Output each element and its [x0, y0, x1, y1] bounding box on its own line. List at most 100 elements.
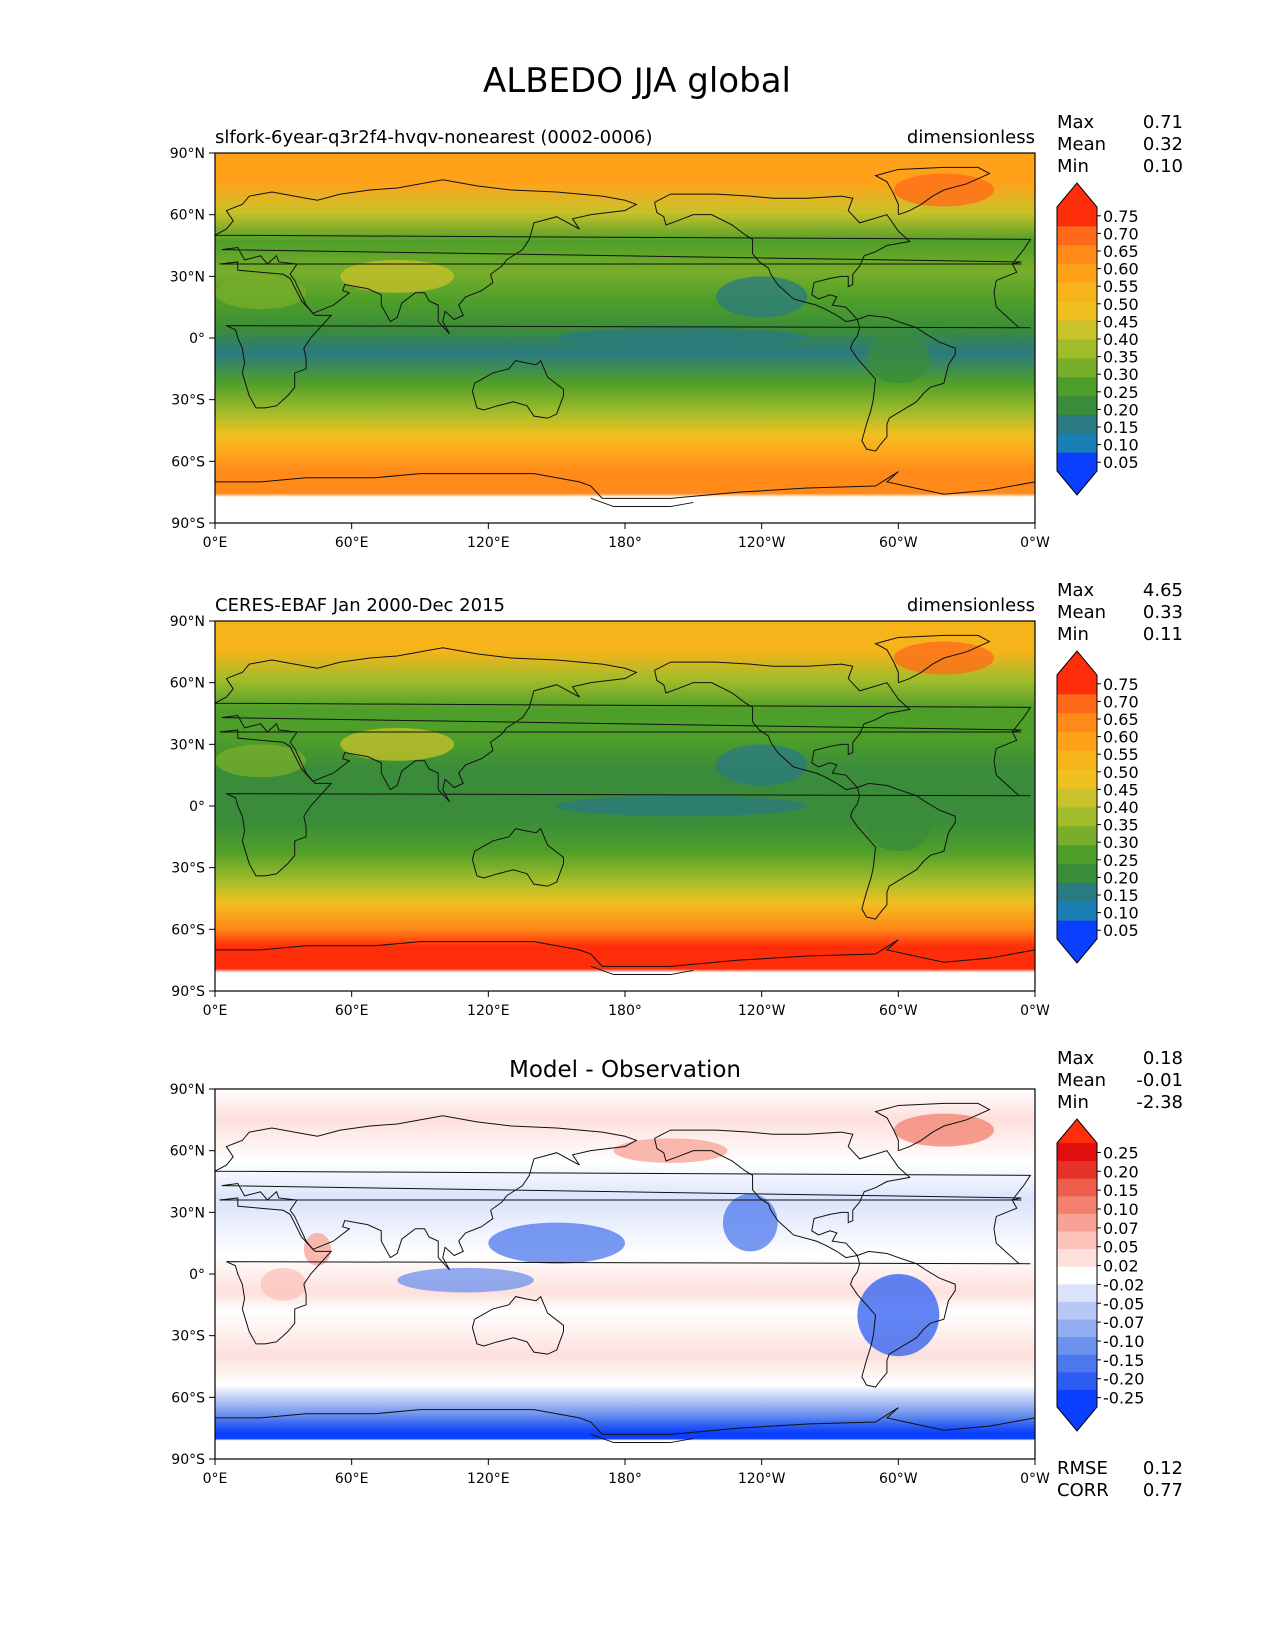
- x-tick-label: 120°W: [738, 1471, 786, 1487]
- x-tick-label: 120°W: [738, 1003, 786, 1019]
- y-tick-label: 60°S: [171, 1390, 205, 1406]
- coastline-3: [654, 1129, 911, 1259]
- colorbar-label: 0.35: [1103, 348, 1139, 367]
- stat-max-value: 4.65: [1143, 580, 1183, 601]
- panel-difference: 0°E 60°E 120°E 180° 120°W 60°W 0°W 90°N 60°N 30°N…: [170, 1048, 1183, 1501]
- colorbar-label: 0.75: [1103, 675, 1139, 694]
- colorbar-label: 0.20: [1103, 868, 1139, 887]
- stat-corr-value: 0.77: [1143, 1480, 1183, 1501]
- colorbar-label: 0.20: [1103, 1162, 1139, 1181]
- panel-units: dimensionless: [907, 127, 1035, 148]
- stat-min-value: 0.10: [1143, 156, 1183, 177]
- stat-mean-value: 0.32: [1143, 134, 1183, 155]
- field-anomaly-6: [303, 1232, 332, 1266]
- colorbar-segment: [1057, 731, 1097, 751]
- colorbar-segment: [1057, 1143, 1097, 1162]
- coastline-5: [874, 166, 991, 216]
- x-tick-label: 60°E: [335, 1003, 369, 1019]
- colorbar-label: 0.70: [1103, 692, 1139, 711]
- colorbar-label: 0.55: [1103, 277, 1139, 296]
- x-tick-label: 60°W: [879, 535, 918, 551]
- y-tick-label: 90°S: [171, 1452, 205, 1468]
- colorbar-label: 0.45: [1103, 780, 1139, 799]
- coastline-2: [471, 827, 564, 887]
- stat-max-value: 0.71: [1143, 112, 1183, 133]
- colorbar-segment: [1057, 750, 1097, 770]
- colorbar-segment: [1057, 452, 1097, 472]
- y-tick-label: 60°N: [170, 1144, 205, 1160]
- colorbar-label: 0.05: [1103, 453, 1139, 472]
- stat-max-label: Max: [1057, 580, 1095, 601]
- y-tick-label: 90°N: [170, 614, 205, 630]
- colorbar-label: 0.25: [1103, 383, 1139, 402]
- colorbar-segment: [1057, 882, 1097, 902]
- x-tick-label: 120°E: [467, 1003, 510, 1019]
- colorbar-segment: [1057, 1231, 1097, 1250]
- colorbar-label: 0.30: [1103, 365, 1139, 384]
- y-tick-label: 30°N: [170, 737, 205, 753]
- colorbar-extend-min: [1057, 1407, 1097, 1431]
- colorbar-segment: [1057, 844, 1097, 865]
- colorbar-segment: [1057, 244, 1097, 265]
- colorbar-label: 0.50: [1103, 295, 1139, 314]
- field-anomaly-2: [722, 1193, 778, 1252]
- colorbar-segment: [1057, 1389, 1097, 1408]
- colorbar-label: 0.25: [1103, 851, 1139, 870]
- x-tick-label: 60°E: [335, 1471, 369, 1487]
- panel-left-title: CERES-EBAF Jan 2000-Dec 2015: [215, 595, 505, 616]
- panels: 0°E 60°E 120°E 180° 120°W 60°W 0°W 90°N 60°N 30°N…: [170, 112, 1183, 1501]
- x-tick-label: 0°E: [203, 1003, 228, 1019]
- field-anomaly-2: [716, 744, 808, 786]
- stat-max-value: 0.18: [1143, 1048, 1183, 1069]
- stat-mean-value: 0.33: [1143, 602, 1183, 623]
- x-tick-label: 0°W: [1020, 535, 1050, 551]
- coastline-6: [215, 939, 1036, 967]
- colorbar-label: 0.07: [1103, 1219, 1139, 1238]
- x-tick-label: 0°E: [203, 535, 228, 551]
- x-tick-label: 180°: [608, 1471, 642, 1487]
- y-tick-label: 30°S: [171, 1329, 205, 1345]
- colorbar-label: 0.25: [1103, 1143, 1139, 1162]
- colorbar-label: -0.10: [1103, 1332, 1144, 1351]
- colorbar-extend-max: [1057, 1119, 1097, 1143]
- colorbar-label: 0.15: [1103, 886, 1139, 905]
- stat-rmse-value: 0.12: [1143, 1458, 1183, 1479]
- y-tick-label: 30°S: [171, 861, 205, 877]
- x-tick-label: 180°: [608, 1003, 642, 1019]
- y-tick-label: 90°N: [170, 1082, 205, 1098]
- y-tick-label: 90°N: [170, 146, 205, 162]
- colorbar-extend-max: [1057, 651, 1097, 675]
- colorbar-outline: [1056, 182, 1098, 496]
- colorbar-segment: [1057, 1301, 1097, 1320]
- y-tick-label: 60°N: [170, 676, 205, 692]
- colorbar-segment: [1057, 1248, 1097, 1267]
- colorbar-segment: [1057, 320, 1097, 340]
- colorbar-label: 0.10: [1103, 436, 1139, 455]
- x-tick-label: 60°W: [879, 1003, 918, 1019]
- colorbar-segment: [1057, 788, 1097, 808]
- stat-mean-label: Mean: [1057, 1070, 1106, 1091]
- colorbar-label: 0.55: [1103, 745, 1139, 764]
- stat-max-label: Max: [1057, 1048, 1095, 1069]
- coastline-7: [590, 1433, 694, 1444]
- colorbar-segment: [1057, 1213, 1097, 1232]
- field-anomaly-3: [340, 259, 455, 293]
- coastline-0: [214, 1115, 1032, 1271]
- panel-center-title: Model - Observation: [509, 1057, 741, 1083]
- stat-rmse-label: RMSE: [1057, 1458, 1108, 1479]
- coastline-1: [219, 1197, 1031, 1345]
- colorbar-segment: [1057, 1160, 1097, 1179]
- colorbar-segment: [1057, 414, 1097, 434]
- coastline-1: [219, 261, 1031, 409]
- stat-mean-label: Mean: [1057, 602, 1106, 623]
- coastline-2: [471, 359, 564, 419]
- colorbar-label: 0.65: [1103, 710, 1139, 729]
- colorbar-label: -0.07: [1103, 1313, 1144, 1332]
- field-anomaly-0: [857, 1274, 940, 1357]
- stat-min-label: Min: [1057, 1092, 1089, 1113]
- coastline-4: [849, 314, 956, 452]
- y-tick-label: 0°: [189, 331, 205, 347]
- colorbar-segment: [1057, 825, 1097, 846]
- colorbar-label: 0.10: [1103, 1200, 1139, 1219]
- colorbar-label: 0.65: [1103, 242, 1139, 261]
